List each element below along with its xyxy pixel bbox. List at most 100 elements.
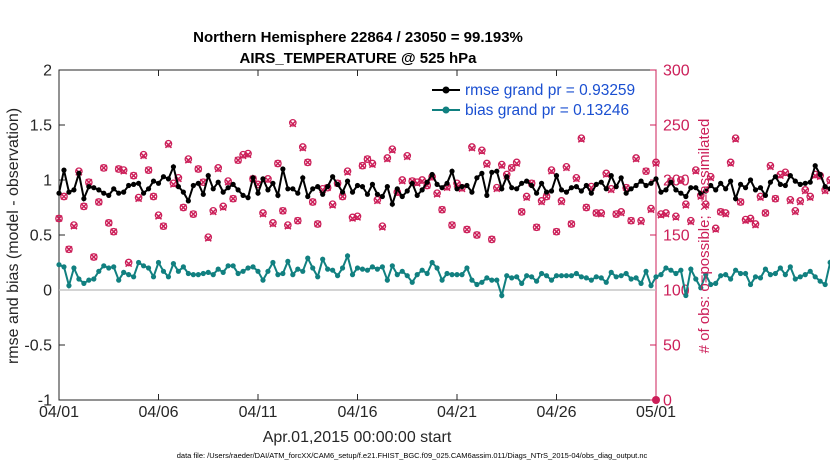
assimilated-obs-marker [299, 144, 307, 152]
assimilated-obs-marker [115, 165, 123, 173]
assimilated-obs-marker [826, 177, 830, 185]
possible-obs-marker [204, 233, 213, 242]
bias-point [111, 264, 117, 270]
assimilated-obs-stroke [538, 198, 546, 206]
assimilated-obs-marker [682, 201, 690, 209]
assimilated-obs-marker [702, 201, 710, 209]
bias-point [250, 264, 256, 270]
assimilated-obs-marker [756, 194, 765, 202]
rmse-point [792, 178, 798, 184]
possible-obs-marker [94, 198, 103, 206]
assimilated-obs-stroke [826, 177, 830, 183]
rmse-point [509, 185, 515, 191]
rmse-point [275, 192, 281, 198]
assimilated-obs-stroke [169, 180, 177, 188]
assimilated-obs-marker [657, 211, 665, 219]
bias-point [106, 265, 112, 271]
possible-obs-marker [647, 204, 655, 213]
assimilated-obs-stroke [552, 228, 561, 236]
rmse-point [310, 186, 316, 192]
assimilated-obs-stroke [751, 221, 760, 229]
assimilated-obs-stroke [572, 175, 580, 183]
rmse-point [494, 168, 500, 174]
possible-obs-marker [134, 193, 143, 202]
rmse-point [76, 170, 82, 176]
possible-obs-marker [418, 176, 427, 184]
possible-obs-marker [368, 159, 377, 168]
possible-obs-marker [537, 197, 546, 205]
possible-obs-marker [60, 192, 68, 201]
assimilated-obs-stroke [80, 202, 88, 210]
assimilated-obs-stroke [388, 146, 396, 154]
assimilated-obs-marker [184, 156, 192, 164]
possible-obs-marker [711, 224, 720, 233]
x-tick-label: 04/21 [437, 404, 477, 421]
legend-bias-label: bias grand pr = 0.13246 [465, 102, 629, 119]
bias-point [698, 285, 704, 291]
bias-point [424, 270, 430, 277]
possible-obs-marker [433, 189, 441, 198]
assimilated-obs-stroke [582, 203, 590, 212]
bias-point [464, 265, 470, 271]
bias-point [623, 270, 629, 277]
rmse-point [81, 196, 87, 202]
assimilated-obs-stroke [682, 201, 690, 209]
bias-point [499, 292, 505, 299]
assimilated-obs-stroke [189, 210, 197, 218]
assimilated-obs-marker [607, 186, 615, 194]
assimilated-obs-marker [110, 228, 118, 236]
assimilated-obs-stroke [448, 221, 456, 229]
bias-point [504, 273, 510, 279]
assimilated-obs-marker [284, 222, 292, 230]
bias-point [185, 270, 191, 277]
rmse-point [578, 188, 584, 194]
bias-point [573, 270, 580, 277]
bias-point [265, 268, 271, 274]
rmse-point [364, 191, 371, 197]
rmse-point [767, 179, 774, 185]
assimilated-obs-marker [742, 217, 750, 225]
possible-obs-marker [478, 146, 486, 155]
rmse-point [439, 185, 445, 191]
bias-point [160, 268, 167, 274]
assimilated-obs-stroke [597, 210, 605, 218]
assimilated-obs-marker [294, 217, 302, 225]
rmse-point [250, 175, 256, 181]
rmse-point [718, 180, 724, 186]
assimilated-obs-stroke [179, 203, 187, 212]
assimilated-obs-marker [100, 164, 108, 172]
assimilated-obs-stroke [567, 220, 575, 228]
bias-point [315, 274, 321, 280]
assimilated-obs-marker [219, 203, 227, 212]
possible-obs-marker [403, 151, 412, 160]
possible-obs-marker [209, 206, 218, 215]
rmse-point [225, 185, 231, 191]
assimilated-obs-marker [224, 178, 232, 186]
rmse-point [61, 167, 67, 173]
possible-obs-marker [55, 214, 63, 223]
rmse-point [270, 180, 276, 186]
possible-obs-marker [308, 198, 317, 206]
assimilated-obs-marker [647, 206, 655, 214]
possible-obs-marker [731, 134, 740, 143]
possible-obs-marker [388, 145, 397, 154]
possible-obs-marker [288, 118, 297, 127]
assimilated-obs-stroke [547, 167, 556, 175]
possible-obs-marker [602, 169, 611, 178]
rmse-point [742, 185, 749, 191]
possible-obs-marker [681, 200, 690, 209]
bias-point [822, 281, 828, 288]
possible-obs-marker [532, 223, 541, 232]
assimilated-obs-stroke [55, 214, 63, 223]
x-tick-label: 04/26 [536, 404, 576, 421]
bias-point [101, 263, 107, 269]
bias-point [116, 277, 122, 283]
assimilated-obs-marker [722, 210, 730, 218]
assimilated-obs-marker [433, 190, 441, 198]
bias-point [354, 265, 361, 271]
assimilated-obs-stroke [592, 209, 600, 217]
rmse-point [454, 186, 460, 192]
assimilated-obs-marker [523, 194, 531, 202]
rmse-point [215, 179, 221, 185]
